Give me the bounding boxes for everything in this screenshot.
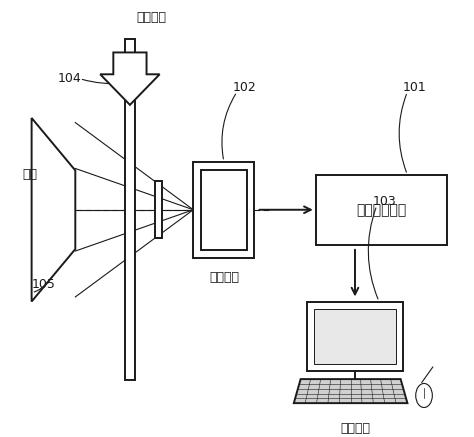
Polygon shape (294, 379, 408, 403)
Text: 摄像设备: 摄像设备 (209, 271, 239, 284)
Bar (155, 181, 162, 238)
Text: 用户接口: 用户接口 (340, 422, 370, 435)
Bar (307, 302, 403, 371)
Polygon shape (100, 52, 160, 105)
Text: 信息处理装置: 信息处理装置 (356, 203, 406, 217)
Bar (193, 162, 255, 258)
Bar (316, 175, 447, 245)
Text: 检查对象: 检查对象 (137, 11, 166, 24)
Ellipse shape (416, 384, 432, 407)
Text: 104: 104 (58, 72, 82, 85)
Text: 103: 103 (373, 194, 396, 208)
Bar (125, 39, 135, 380)
Text: 102: 102 (233, 81, 256, 94)
Ellipse shape (349, 383, 360, 388)
Text: 105: 105 (32, 277, 55, 291)
Bar (201, 170, 246, 250)
Polygon shape (32, 118, 75, 302)
Bar (314, 309, 396, 364)
Text: 光源: 光源 (23, 168, 38, 181)
Text: 101: 101 (403, 81, 427, 94)
